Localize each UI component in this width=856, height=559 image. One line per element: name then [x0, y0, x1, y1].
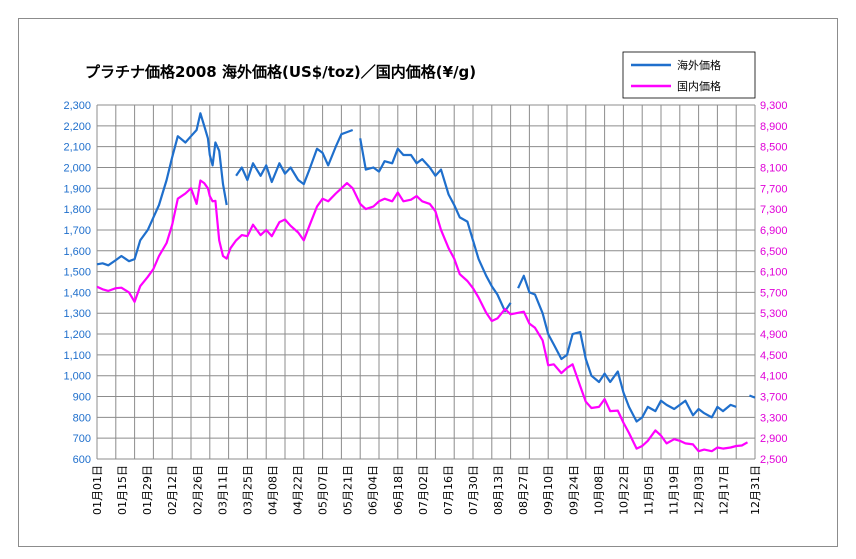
x-tick-label: 01月15日	[116, 465, 129, 515]
x-tick-label: 11月05日	[642, 465, 655, 515]
series-line-overseas	[517, 274, 737, 423]
series-lines	[96, 112, 756, 453]
x-tick-label: 08月27日	[517, 465, 530, 515]
y-right-tick-label: 6,100	[760, 267, 788, 279]
right-axis-ticks: 2,500 2,900 3,300 3,700 4,100 4,500 4,900 5,300…	[760, 100, 788, 466]
legend: 海外価格 国内価格	[622, 51, 756, 99]
x-tick-label: 10月22日	[617, 465, 630, 515]
y-right-tick-label: 8,500	[760, 142, 788, 154]
y-right-tick-label: 4,900	[760, 329, 788, 341]
y-left-tick-label: 1,400	[63, 287, 91, 299]
y-left-tick-label: 1,900	[63, 183, 91, 195]
x-tick-label: 09月24日	[567, 465, 580, 515]
y-right-tick-label: 8,900	[760, 121, 788, 133]
x-tick-label: 07月16日	[442, 465, 455, 515]
series-line-overseas	[235, 128, 354, 186]
chart-title: プラチナ価格2008 海外価格(US$/toz)／国内価格(¥/g)	[85, 63, 476, 81]
x-tick-label: 05月07日	[317, 465, 330, 515]
series-line-overseas	[359, 138, 512, 313]
x-tick-label: 04月22日	[292, 465, 305, 515]
y-left-tick-label: 1,500	[63, 267, 91, 279]
chart-frame: プラチナ価格2008 海外価格(US$/toz)／国内価格(¥/g) 600 70…	[18, 18, 838, 547]
y-left-tick-label: 2,300	[63, 100, 91, 112]
x-tick-label: 01月01日	[91, 465, 104, 515]
y-right-tick-label: 5,700	[760, 287, 788, 299]
y-right-tick-label: 8,100	[760, 162, 788, 174]
y-right-tick-label: 4,100	[760, 371, 788, 383]
y-left-tick-label: 700	[73, 433, 91, 445]
platinum-price-chart: プラチナ価格2008 海外価格(US$/toz)／国内価格(¥/g) 600 70…	[63, 51, 788, 515]
y-left-tick-label: 1,000	[63, 371, 91, 383]
x-tick-label: 12月17日	[718, 465, 731, 515]
series-line-overseas	[96, 112, 228, 267]
grid-lines	[96, 104, 756, 460]
x-tick-label: 02月26日	[191, 465, 204, 515]
legend-label-overseas: 海外価格	[677, 58, 721, 72]
legend-label-domestic: 国内価格	[677, 79, 721, 93]
x-tick-label: 12月31日	[749, 465, 762, 515]
y-left-tick-label: 1,300	[63, 308, 91, 320]
x-tick-label: 06月18日	[392, 465, 405, 515]
y-left-tick-label: 900	[73, 392, 91, 404]
x-tick-label: 08月13日	[492, 465, 505, 515]
y-left-tick-label: 2,100	[63, 142, 91, 154]
x-tick-label: 12月03日	[693, 465, 706, 515]
x-tick-label: 02月12日	[166, 465, 179, 515]
y-right-tick-label: 5,300	[760, 308, 788, 320]
x-tick-label: 07月02日	[417, 465, 430, 515]
x-tick-label: 03月25日	[241, 465, 254, 515]
y-left-tick-label: 1,200	[63, 329, 91, 341]
y-left-tick-label: 1,100	[63, 350, 91, 362]
y-left-tick-label: 1,600	[63, 246, 91, 258]
y-left-tick-label: 1,800	[63, 204, 91, 216]
y-right-tick-label: 6,900	[760, 225, 788, 237]
y-left-tick-label: 800	[73, 412, 91, 424]
x-tick-label: 01月29日	[141, 465, 154, 515]
x-tick-label: 07月30日	[467, 465, 480, 515]
series-line-overseas	[749, 394, 756, 399]
x-axis-ticks: 01月01日 01月15日 01月29日 02月12日 02月26日 03月11日 03月2…	[91, 465, 762, 515]
y-left-tick-label: 2,000	[63, 162, 91, 174]
y-right-tick-label: 3,700	[760, 392, 788, 404]
y-right-tick-label: 3,300	[760, 412, 788, 424]
x-tick-label: 06月04日	[367, 465, 380, 515]
y-right-tick-label: 6,500	[760, 246, 788, 258]
x-tick-label: 11月19日	[668, 465, 681, 515]
x-tick-label: 03月11日	[216, 465, 229, 515]
y-right-tick-label: 4,500	[760, 350, 788, 362]
y-right-tick-label: 7,300	[760, 204, 788, 216]
x-tick-label: 09月10日	[542, 465, 555, 515]
x-tick-label: 04月08日	[266, 465, 279, 515]
left-axis-ticks: 600 700 800 900 1,000 1,100 1,200 1,300 1,400 1,5…	[63, 100, 91, 466]
y-right-tick-label: 2,500	[760, 454, 788, 466]
series-line-domestic	[96, 179, 749, 453]
y-right-tick-label: 7,700	[760, 183, 788, 195]
x-tick-label: 05月21日	[342, 465, 355, 515]
y-left-tick-label: 1,700	[63, 225, 91, 237]
x-tick-label: 10月08日	[592, 465, 605, 515]
y-left-tick-label: 600	[73, 454, 91, 466]
y-right-tick-label: 9,300	[760, 100, 788, 112]
y-right-tick-label: 2,900	[760, 433, 788, 445]
y-left-tick-label: 2,200	[63, 121, 91, 133]
